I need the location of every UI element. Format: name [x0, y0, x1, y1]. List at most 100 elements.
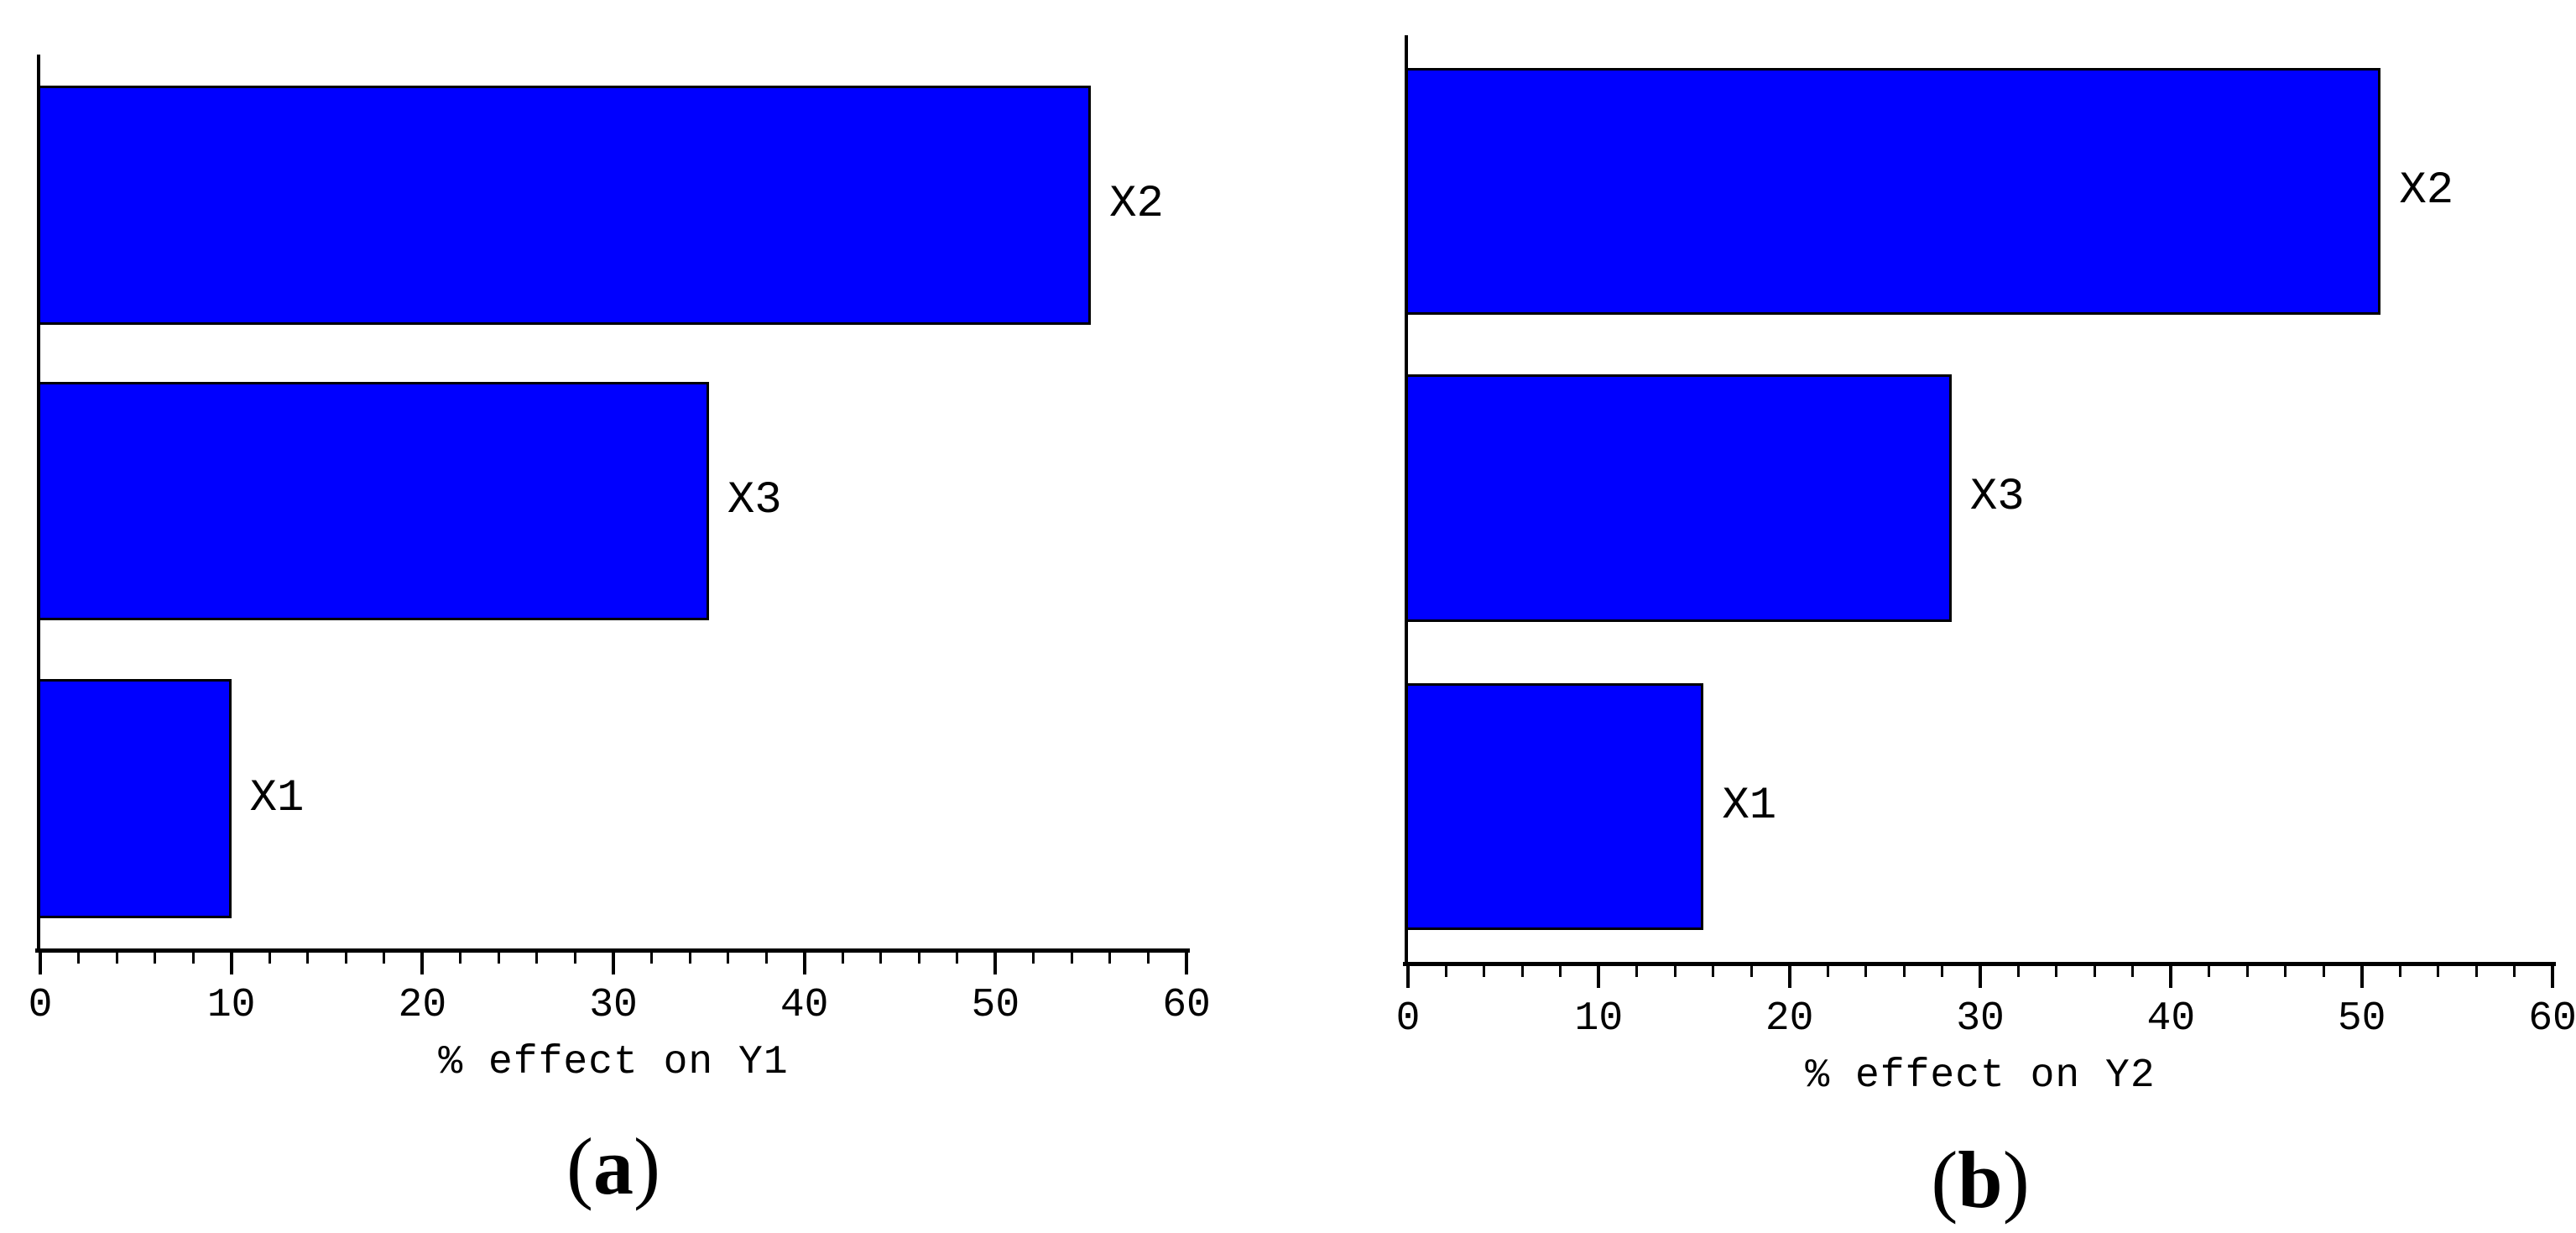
x-axis-label-b: % effect on Y2 [1805, 1053, 2156, 1099]
x-axis-minor-tick [2437, 966, 2440, 977]
x-axis-major-tick [2169, 966, 2173, 988]
bar-label-x1: X1 [249, 772, 305, 824]
x-axis-minor-tick [2131, 966, 2135, 977]
x-axis-minor-tick [764, 953, 768, 964]
x-axis-line [1403, 962, 2556, 966]
bar-x3 [40, 381, 709, 621]
x-axis-tick-label: 60 [2528, 996, 2576, 1042]
x-axis-tick-label: 50 [2337, 996, 2386, 1042]
y-axis-line [1405, 35, 1408, 964]
x-axis-minor-tick [1673, 966, 1676, 977]
x-axis-major-tick [39, 953, 42, 974]
x-axis-minor-tick [1635, 966, 1639, 977]
x-axis-minor-tick [2093, 966, 2096, 977]
x-axis-tick-label: 30 [1956, 996, 2005, 1042]
x-axis-minor-tick [1864, 966, 1868, 977]
x-axis-tick-label: 50 [971, 983, 1020, 1028]
bar-x3 [1408, 374, 1952, 622]
x-axis-minor-tick [1826, 966, 1829, 977]
x-axis-tick-label: 60 [1162, 983, 1211, 1028]
x-axis-minor-tick [1749, 966, 1753, 977]
bar-label-x1: X1 [1722, 781, 1777, 833]
x-axis-minor-tick [2245, 966, 2249, 977]
caption-b-open-paren: ( [1931, 1135, 1958, 1225]
x-axis-major-tick [1979, 966, 1982, 988]
x-axis-tick-label: 10 [206, 983, 256, 1028]
x-axis-minor-tick [497, 953, 500, 964]
bar-x2 [1408, 67, 2381, 316]
x-axis-minor-tick [1941, 966, 1944, 977]
x-axis-tick-label: 10 [1574, 996, 1624, 1042]
x-axis-major-tick [612, 953, 615, 974]
x-axis-line [35, 948, 1190, 953]
x-axis-minor-tick [535, 953, 539, 964]
x-axis-major-tick [802, 953, 806, 974]
x-axis-minor-tick [956, 953, 959, 964]
bar-label-x2: X2 [1109, 179, 1164, 231]
x-axis-minor-tick [268, 953, 271, 964]
x-axis-major-tick [993, 953, 998, 974]
x-axis-minor-tick [2513, 966, 2516, 977]
x-axis-minor-tick [2322, 966, 2325, 977]
x-axis-minor-tick [1032, 953, 1035, 964]
caption-b-close-paren: ) [2002, 1135, 2030, 1225]
x-axis-minor-tick [879, 953, 883, 964]
x-axis-minor-tick [154, 953, 157, 964]
caption-a: (a) [40, 1126, 1186, 1207]
x-axis-tick-label: 40 [2146, 996, 2196, 1042]
x-axis-minor-tick [115, 953, 118, 964]
x-axis-tick-label: 0 [28, 983, 53, 1028]
bar-x2 [40, 86, 1092, 325]
x-axis-major-tick [2360, 966, 2364, 988]
x-axis-minor-tick [306, 953, 310, 964]
x-axis-minor-tick [1146, 953, 1150, 964]
chart-panel-a: % effect on Y1 (a) 0 10 20 30 40 50 60 X2 X3 X1 [29, 55, 1211, 1207]
x-axis-minor-tick [1902, 966, 1906, 977]
x-axis-minor-tick [77, 953, 81, 964]
x-axis-minor-tick [2055, 966, 2058, 977]
bar-x1 [1408, 682, 1704, 931]
x-axis-major-tick [1787, 966, 1791, 988]
x-axis-major-tick [1185, 953, 1188, 974]
x-axis-major-tick [229, 953, 233, 974]
caption-a-letter: a [593, 1121, 634, 1211]
x-axis-minor-tick [2016, 966, 2020, 977]
x-axis-minor-tick [2474, 966, 2478, 977]
x-axis-minor-tick [2398, 966, 2401, 977]
caption-b: (b) [1408, 1140, 2553, 1220]
x-axis-minor-tick [727, 953, 730, 964]
caption-b-letter: b [1958, 1135, 2003, 1225]
x-axis-minor-tick [2284, 966, 2287, 977]
x-axis-major-tick [1406, 966, 1410, 988]
bar-label-x3: X3 [727, 474, 782, 526]
x-axis-tick-label: 20 [398, 983, 447, 1028]
x-axis-minor-tick [1520, 966, 1524, 977]
x-axis-major-tick [1597, 966, 1601, 988]
x-axis-tick-label: 20 [1765, 996, 1814, 1042]
x-axis-major-tick [2551, 966, 2554, 988]
x-axis-minor-tick [1444, 966, 1447, 977]
x-axis-minor-tick [688, 953, 691, 964]
x-axis-tick-label: 40 [780, 983, 829, 1028]
x-axis-minor-tick [459, 953, 462, 964]
x-axis-minor-tick [650, 953, 654, 964]
bar-x1 [40, 679, 232, 918]
y-axis-line [37, 55, 40, 951]
x-axis-major-tick [420, 953, 425, 974]
x-axis-label-a: % effect on Y1 [438, 1040, 789, 1085]
x-axis-minor-tick [1559, 966, 1562, 977]
x-axis-minor-tick [841, 953, 844, 964]
x-axis-minor-tick [1483, 966, 1486, 977]
x-axis-minor-tick [1108, 953, 1112, 964]
x-axis-minor-tick [917, 953, 920, 964]
bar-label-x2: X2 [2399, 165, 2454, 217]
x-axis-minor-tick [344, 953, 347, 964]
plot-area-a: % effect on Y1 (a) 0 10 20 30 40 50 60 X2 X3 X1 [29, 55, 1211, 1207]
x-axis-minor-tick [191, 953, 195, 964]
x-axis-tick-label: 0 [1395, 996, 1421, 1042]
x-axis-minor-tick [2208, 966, 2211, 977]
x-axis-tick-label: 30 [589, 983, 638, 1028]
caption-a-close-paren: ) [634, 1121, 660, 1211]
plot-area-b: % effect on Y2 (b) 0 10 20 30 40 50 60 X2 X3 X1 [1396, 35, 2576, 1220]
